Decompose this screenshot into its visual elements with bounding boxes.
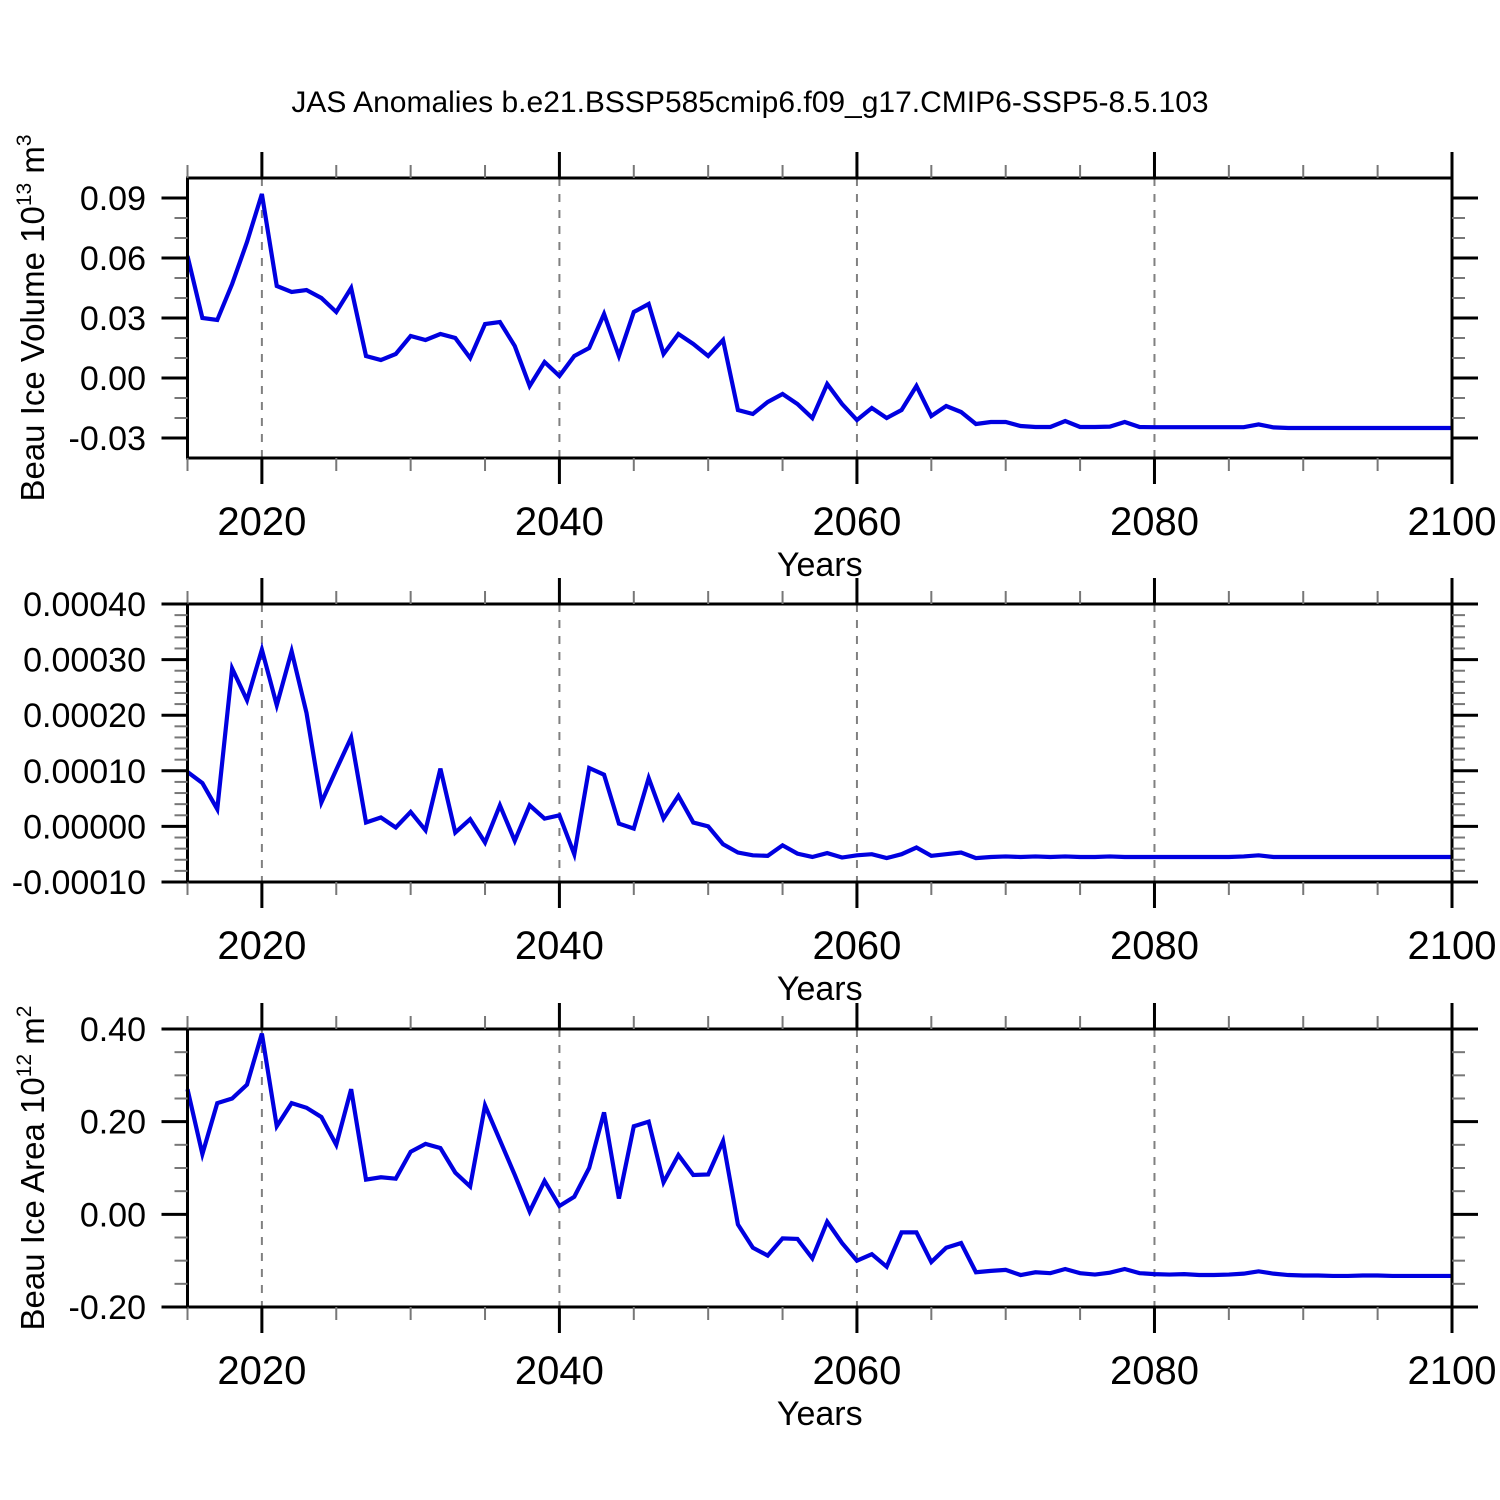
y-axis-title-panel-3: Beau Ice Area 1012 m2 [13, 1006, 51, 1331]
y-tick-label-0.00000: 0.00000 [23, 808, 146, 846]
x-tick-label-2040: 2040 [515, 924, 604, 968]
x-tick-label-2080: 2080 [1110, 924, 1199, 968]
y-tick-label-0.40: 0.40 [80, 1011, 146, 1049]
plot-frame [186, 176, 1454, 460]
y-tick-label-0.06: 0.06 [80, 240, 146, 278]
x-tick-label-2060: 2060 [812, 924, 901, 968]
x-tick-label-2100: 2100 [1408, 1349, 1497, 1393]
x-axis-title-panel-2: Years [777, 970, 863, 1008]
y-tick-label-0.00: 0.00 [80, 1196, 146, 1234]
panels-group: 2020 2040 2060 2080 2100 0.09 0.06 0.03 0.00 -0.0… [12, 134, 1497, 1433]
y-axis-title-panel-1: Beau Ice Volume 1013 m3 [13, 134, 51, 501]
x-axis-title-panel-3: Years [777, 1395, 863, 1433]
y-tick-label-0.00010: 0.00010 [23, 753, 146, 791]
x-tick-label-2100: 2100 [1408, 924, 1497, 968]
panel-2: 2020 2040 2060 2080 2100 0.00040 0.00030 0.0002… [12, 578, 1497, 1008]
x-tick-label-2020: 2020 [217, 500, 306, 544]
x-axis-title-panel-1: Years [777, 546, 863, 584]
plot-frame [186, 602, 1454, 884]
y-tick-label-0.00040: 0.00040 [23, 586, 146, 624]
series-line-panel-2 [186, 641, 1452, 863]
x-tick-label-2020: 2020 [217, 924, 306, 968]
y-tick-label-0.00020: 0.00020 [23, 697, 146, 735]
x-tick-label-2040: 2040 [515, 500, 604, 544]
x-tick-label-2080: 2080 [1110, 1349, 1199, 1393]
y-tick-label-0.03: 0.03 [80, 300, 146, 338]
x-tick-label-2080: 2080 [1110, 500, 1199, 544]
plot-frame [186, 1027, 1454, 1309]
x-tick-label-2060: 2060 [812, 500, 901, 544]
y-tick-label-0.20: 0.20 [80, 1104, 146, 1142]
x-tick-label-2040: 2040 [515, 1349, 604, 1393]
y-tick-label-0.00: 0.00 [80, 360, 146, 398]
panel-1: 2020 2040 2060 2080 2100 0.09 0.06 0.03 0.00 -0.0… [13, 134, 1496, 584]
x-tick-label-2020: 2020 [217, 1349, 306, 1393]
plot-title: JAS Anomalies b.e21.BSSP585cmip6.f09_g17… [291, 86, 1208, 119]
panel-3: 2020 2040 2060 2080 2100 0.40 0.20 0.00 -0.20 Yea… [13, 1003, 1496, 1433]
series-line-panel-1 [185, 193, 1452, 431]
y-tick-label-0.09: 0.09 [80, 180, 146, 218]
y-tick-label--0.00010: -0.00010 [12, 864, 146, 902]
series-line-panel-3 [185, 1033, 1452, 1279]
y-tick-label--0.20: -0.20 [69, 1289, 147, 1327]
x-tick-label-2100: 2100 [1408, 500, 1497, 544]
x-tick-label-2060: 2060 [812, 1349, 901, 1393]
y-tick-label--0.03: -0.03 [69, 420, 147, 458]
y-tick-label-0.00030: 0.00030 [23, 642, 146, 680]
